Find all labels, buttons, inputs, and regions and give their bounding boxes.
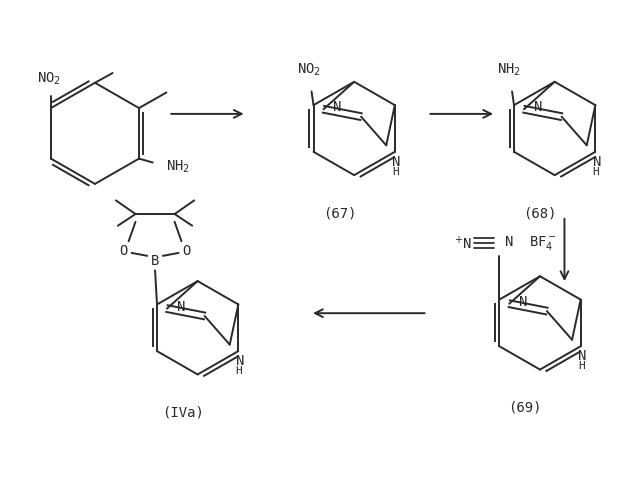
Text: (68): (68) — [523, 206, 557, 220]
Text: N: N — [333, 100, 342, 114]
Text: N: N — [236, 354, 244, 368]
Text: N  BF$_4^-$: N BF$_4^-$ — [504, 234, 557, 252]
Text: N: N — [593, 155, 601, 169]
Text: N: N — [392, 155, 401, 169]
Text: N: N — [177, 300, 185, 314]
Text: H: H — [392, 166, 399, 176]
Text: (67): (67) — [323, 206, 356, 220]
Text: B: B — [151, 254, 159, 268]
Text: H: H — [236, 366, 242, 376]
Text: $^{+}$N: $^{+}$N — [454, 234, 472, 252]
Text: N: N — [519, 295, 527, 309]
Text: N: N — [578, 350, 586, 364]
Text: (69): (69) — [508, 400, 542, 414]
Text: H: H — [578, 361, 585, 371]
Text: O: O — [120, 244, 128, 258]
Text: H: H — [593, 166, 599, 176]
Text: O: O — [182, 244, 191, 258]
Text: NH$_2$: NH$_2$ — [166, 158, 190, 174]
Text: NH$_2$: NH$_2$ — [497, 62, 521, 78]
Text: N: N — [534, 100, 542, 114]
Text: NO$_2$: NO$_2$ — [297, 62, 321, 78]
Text: (IVa): (IVa) — [162, 406, 204, 419]
Text: NO$_2$: NO$_2$ — [37, 70, 61, 86]
